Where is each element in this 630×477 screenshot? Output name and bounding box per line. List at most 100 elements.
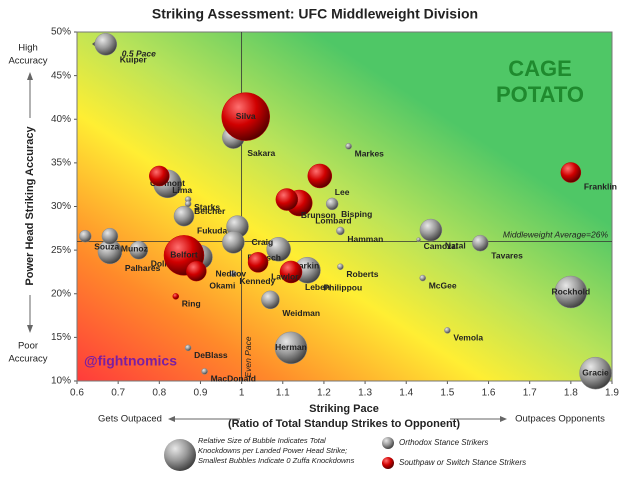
point-label: Ring [182, 299, 201, 309]
x-tick-label: 1.3 [358, 388, 372, 399]
point-label: Sakara [247, 148, 275, 158]
point-label: Belfort [170, 250, 198, 260]
x-tick-label: 0.9 [194, 388, 208, 399]
y-bottom-note: Accuracy [8, 354, 47, 365]
x-tick-label: 0.7 [111, 388, 125, 399]
bubble [230, 270, 237, 277]
point-label: Gracie [582, 367, 609, 377]
y-top-note: High [18, 43, 38, 54]
point-label: Kuiper [120, 54, 148, 64]
point-label: Hamman [347, 234, 383, 244]
average-label: Middleweight Average=26% [503, 230, 609, 240]
y-tick-label: 10% [51, 376, 71, 387]
point-label: Nedkov [215, 268, 246, 278]
bubble [172, 293, 180, 300]
x-tick-label: 1.5 [440, 388, 454, 399]
point-label: Okami [209, 280, 235, 290]
bubble [345, 143, 352, 150]
point-label: MacDonald [211, 374, 256, 384]
point-label: Franklin [584, 182, 617, 192]
bubble [184, 344, 192, 352]
bubble [129, 240, 148, 260]
arrow-head [27, 72, 33, 80]
legend-label: Southpaw or Switch Stance Strikers [399, 458, 526, 467]
x-tick-label: 1.4 [399, 388, 413, 399]
kuiper-note: 0.5 Pace [122, 48, 156, 58]
bubble [261, 290, 280, 310]
bubble [266, 237, 291, 262]
bubble [472, 234, 489, 252]
y-tick-label: 30% [51, 201, 71, 212]
bubble [186, 260, 207, 282]
y-tick-label: 15% [51, 332, 71, 343]
bubble [307, 163, 333, 189]
plot-border [76, 31, 613, 382]
point-label: Fukuda [197, 225, 227, 235]
bubble [337, 263, 344, 270]
point-label: McGee [429, 280, 457, 290]
bubble [416, 237, 421, 242]
bubble [173, 205, 195, 227]
credit: @fightnomics [84, 353, 177, 369]
x-tick-label: 1.2 [317, 388, 331, 399]
point-label: Lombard [315, 215, 351, 225]
y-axis-title: Power Head Striking Accuracy [24, 126, 36, 286]
x-tick-label: 1.7 [523, 388, 537, 399]
point-label: DeBlass [194, 350, 228, 360]
bubble [149, 165, 170, 187]
y-tick-label: 20% [51, 288, 71, 299]
x-right-note: Outpaces Opponents [515, 414, 605, 425]
point-label: Natal [445, 240, 466, 250]
point-label: Lawlor [271, 272, 299, 282]
legend-size-note: Knockdowns per Landed Power Head Strike; [198, 446, 347, 455]
bubble [221, 92, 270, 141]
chart-title: Striking Assessment: UFC Middleweight Di… [152, 6, 478, 22]
bubble [274, 331, 308, 365]
bubble [579, 356, 612, 390]
y-tick-label: 35% [51, 158, 71, 169]
legend-size-bubble [164, 439, 196, 471]
bubble [184, 200, 192, 208]
legend-label: Orthodox Stance Strikers [399, 438, 488, 447]
x-axis-title: Striking Pace [309, 403, 379, 415]
x-tick-label: 0.8 [152, 388, 166, 399]
x-tick-label: 1.6 [482, 388, 496, 399]
logo: POTATO [496, 82, 584, 107]
x-tick-label: 1.1 [276, 388, 290, 399]
y-top-note: Accuracy [8, 56, 47, 67]
point-label: Leben [305, 282, 330, 292]
point-label: Markes [355, 149, 385, 159]
bubble [325, 197, 339, 211]
y-tick-label: 25% [51, 245, 71, 256]
x-tick-label: 1 [239, 388, 245, 399]
arrow-head [27, 325, 33, 333]
point-label: Palhares [125, 263, 161, 273]
point-label: Roberts [346, 269, 378, 279]
even-pace-label: Even Pace [243, 336, 253, 377]
point-label: Philippou [323, 282, 362, 292]
x-tick-label: 0.6 [70, 388, 84, 399]
point-label: Craig [252, 237, 274, 247]
plot-area [77, 32, 612, 381]
point-label: Tavares [491, 250, 523, 260]
legend-size-note: Smallest Bubbles Indicate 0 Zuffa Knockd… [198, 456, 355, 465]
legend-marker [382, 457, 394, 469]
point-label: Larkin [294, 261, 320, 271]
point-label: Silva [236, 111, 256, 121]
x-axis-subtitle: (Ratio of Total Standup Strikes to Oppon… [228, 418, 460, 430]
bubble [78, 229, 92, 243]
x-left-note: Gets Outpaced [98, 414, 162, 425]
point-label: Weidman [282, 308, 320, 318]
bubble [275, 188, 299, 211]
point-label: Carmont [150, 178, 185, 188]
bubble [419, 218, 443, 242]
point-label: Herman [275, 342, 307, 352]
bubble [94, 32, 118, 56]
point-label: Lee [335, 187, 350, 197]
point-label: Souza [94, 241, 119, 251]
arrow-head [168, 416, 175, 422]
point-label: Munoz [121, 243, 148, 253]
bubble [222, 231, 245, 254]
y-tick-label: 50% [51, 27, 71, 38]
